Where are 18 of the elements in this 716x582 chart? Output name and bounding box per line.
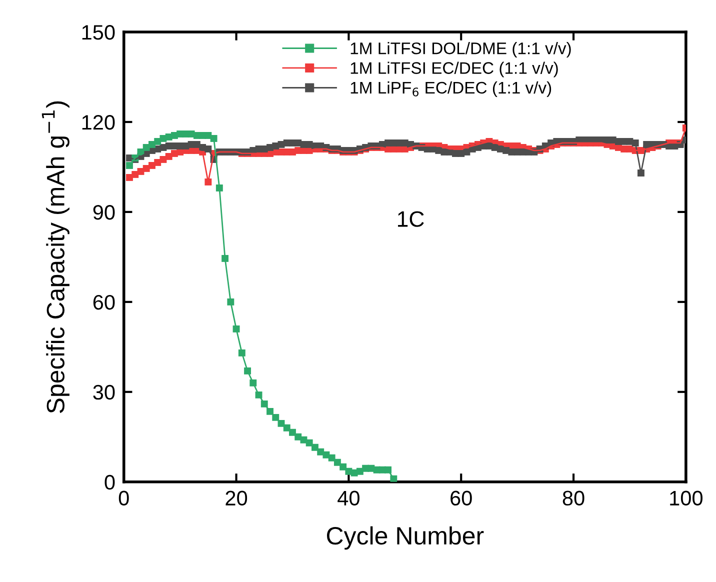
y-axis-title: Specific Capacity (mAh g$^{−1}$) xyxy=(42,101,70,414)
x-tick-label: 100 xyxy=(670,490,702,506)
x-axis-title: Cycle Number xyxy=(326,526,484,550)
x-tick-label: 60 xyxy=(450,490,472,506)
y-tick-label: 90 xyxy=(93,204,115,220)
y-tick-label: 30 xyxy=(93,384,115,400)
y-tick-label: 60 xyxy=(93,294,115,310)
y-tick-label: 120 xyxy=(82,114,115,130)
legend-label: 1M LiTFSI EC/DEC (1:1 v/v) xyxy=(350,62,558,78)
y-tick-label: 0 xyxy=(104,474,115,490)
x-tick-label: 0 xyxy=(118,490,129,506)
x-tick-label: 40 xyxy=(338,490,360,506)
y-tick-label: 150 xyxy=(82,25,115,40)
x-tick-label: 20 xyxy=(226,490,248,506)
legend-label: 1M LiTFSI DOL/DME (1:1 v/v) xyxy=(350,42,571,58)
x-tick-label: 80 xyxy=(562,490,584,506)
legend-label: 1M LiPF$_{6}$ EC/DEC (1:1 v/v) xyxy=(350,81,552,97)
annotation: 1C xyxy=(398,211,424,227)
